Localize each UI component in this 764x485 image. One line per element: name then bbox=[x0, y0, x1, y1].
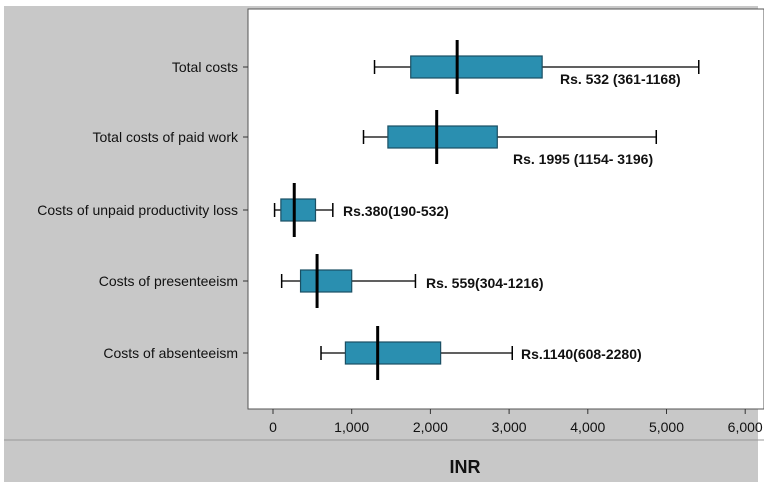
data-label: Rs. 559(304-1216) bbox=[426, 275, 544, 291]
box-plot-row: Rs. 559(304-1216) bbox=[280, 254, 544, 308]
category-labels: Total costs Total costs of paid work Costs… bbox=[37, 59, 248, 361]
x-tick-label: 4,000 bbox=[570, 419, 605, 435]
x-tick-label: 0 bbox=[269, 419, 277, 435]
category-label: Costs of presenteeism bbox=[99, 273, 238, 289]
category-label: Costs of unpaid productivity loss bbox=[37, 202, 238, 218]
box-plot-row: Rs. 1995 (1154- 3196) bbox=[362, 110, 658, 167]
x-tick-label: 6,000 bbox=[728, 419, 763, 435]
x-tick-label: 3,000 bbox=[492, 419, 527, 435]
category-label: Costs of absenteeism bbox=[103, 345, 238, 361]
x-tick-label: 1,000 bbox=[334, 419, 369, 435]
x-tick-label: 5,000 bbox=[649, 419, 684, 435]
iqr-box bbox=[344, 341, 442, 365]
data-label: Rs.1140(608-2280) bbox=[521, 346, 642, 362]
x-axis-ticks: 0 1,000 2,000 3,000 4,000 5,000 6,000 bbox=[269, 409, 763, 435]
data-label: Rs. 1995 (1154- 3196) bbox=[513, 151, 653, 167]
x-tick-label: 2,000 bbox=[413, 419, 448, 435]
category-label: Total costs bbox=[172, 59, 238, 75]
data-label: Rs. 532 (361-1168) bbox=[560, 71, 681, 87]
boxes: Rs. 532 (361-1168) Rs. 1995 (1154- 3196) R… bbox=[273, 40, 700, 380]
iqr-box bbox=[410, 55, 543, 79]
iqr-box bbox=[280, 198, 317, 222]
x-axis-title: INR bbox=[450, 457, 481, 477]
iqr-box bbox=[299, 269, 353, 293]
iqr-box bbox=[387, 125, 498, 149]
data-label: Rs.380(190-532) bbox=[343, 203, 449, 219]
box-plot-row: Rs.1140(608-2280) bbox=[320, 326, 642, 380]
category-label: Total costs of paid work bbox=[92, 129, 239, 145]
box-plot-row: Rs.380(190-532) bbox=[273, 183, 449, 237]
box-plot-row: Rs. 532 (361-1168) bbox=[373, 40, 700, 94]
